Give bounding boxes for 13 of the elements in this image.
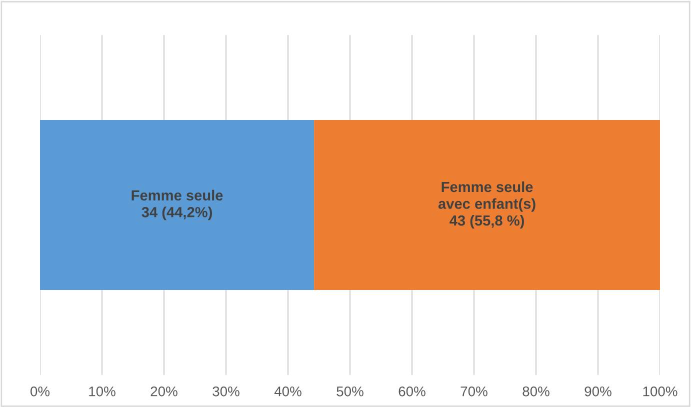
x-tick-label: 50% — [336, 386, 364, 396]
x-tick-label: 60% — [398, 386, 426, 396]
x-tick-label: 100% — [643, 386, 678, 396]
x-tick-label: 20% — [150, 386, 178, 396]
x-tick-label: 80% — [522, 386, 550, 396]
x-tick-label: 30% — [212, 386, 240, 396]
x-tick-label: 90% — [584, 386, 612, 396]
x-tick-label: 40% — [274, 386, 302, 396]
x-tick-label: 10% — [89, 386, 116, 396]
data-label: Femme seule avec enfant(s) 43 (55,8 %) — [438, 181, 536, 229]
x-tick-label: 0% — [30, 386, 50, 396]
data-label: Femme seule 34 (44,2%) — [132, 190, 223, 220]
x-tick-label: 70% — [460, 386, 488, 396]
